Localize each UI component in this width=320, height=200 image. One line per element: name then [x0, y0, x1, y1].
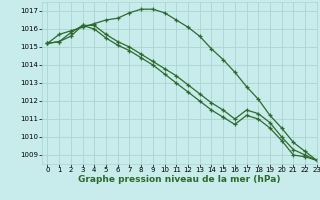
- X-axis label: Graphe pression niveau de la mer (hPa): Graphe pression niveau de la mer (hPa): [78, 175, 280, 184]
